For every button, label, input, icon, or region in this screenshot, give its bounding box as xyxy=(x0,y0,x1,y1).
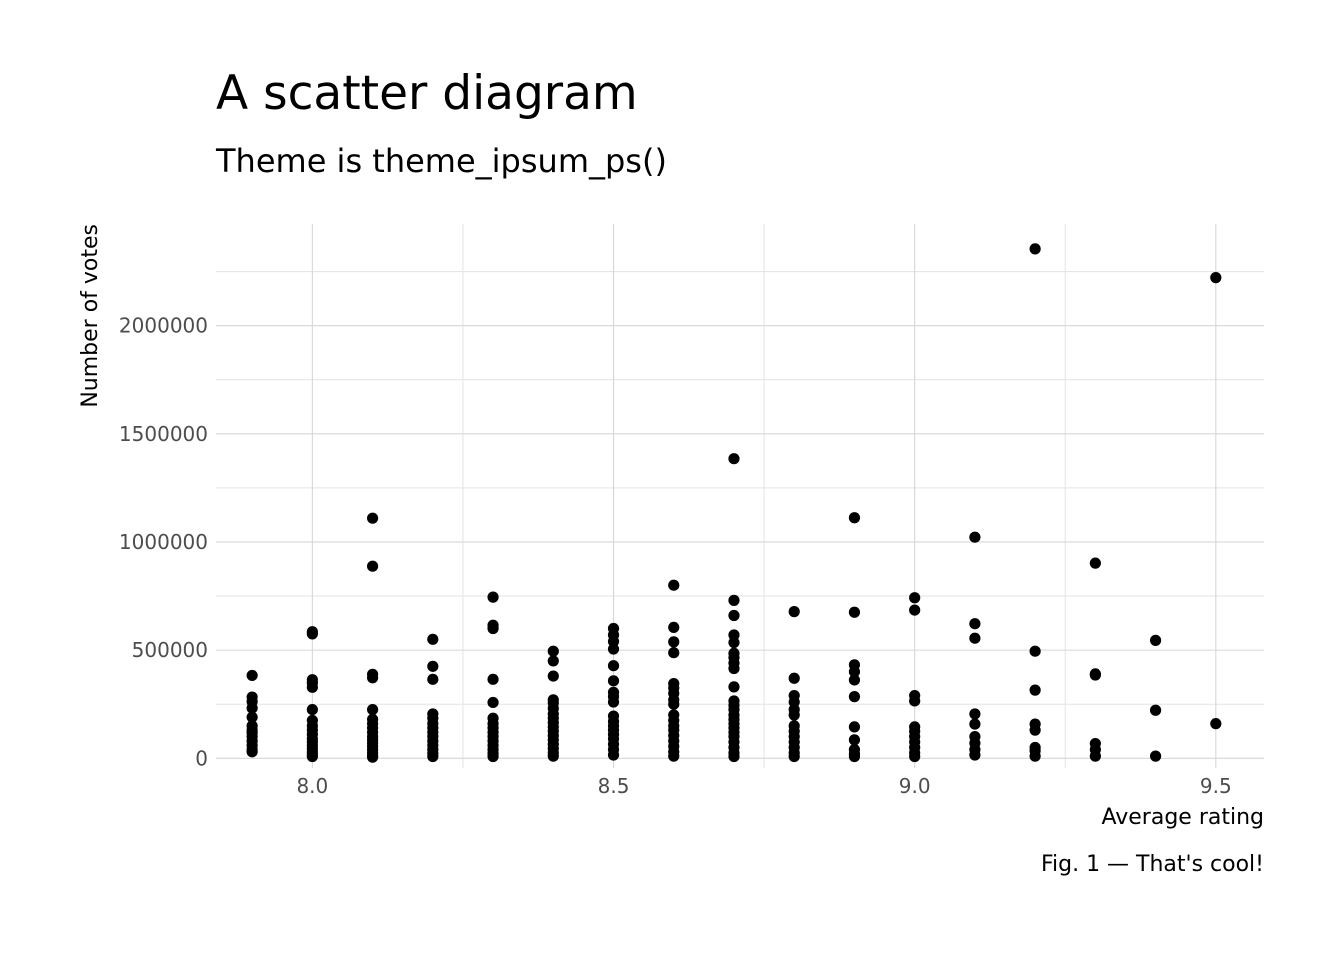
data-point xyxy=(909,604,921,616)
data-point xyxy=(366,751,379,763)
data-point xyxy=(607,660,620,672)
data-point xyxy=(1089,669,1101,681)
data-point xyxy=(246,711,258,723)
data-point xyxy=(427,673,439,685)
data-point xyxy=(728,750,740,763)
y-tick-label: 1500000 xyxy=(119,422,208,446)
x-tick-label: 9.5 xyxy=(1200,774,1232,798)
data-point xyxy=(848,750,861,763)
data-point xyxy=(668,750,680,762)
data-point xyxy=(969,718,981,730)
data-point xyxy=(306,628,318,640)
data-point xyxy=(1210,718,1222,730)
y-axis-title: Number of votes xyxy=(78,224,103,408)
chart-subtitle: Theme is theme_ipsum_ps() xyxy=(216,142,667,180)
y-tick-label: 2000000 xyxy=(119,314,208,338)
data-point xyxy=(1149,704,1162,716)
data-point xyxy=(909,592,921,604)
data-point xyxy=(366,560,379,572)
data-point xyxy=(848,666,861,678)
y-axis-tick-labels: 0 500000 1000000 1500000 2000000 xyxy=(119,314,208,771)
data-point xyxy=(1029,684,1041,696)
x-tick-label: 9.0 xyxy=(899,774,931,798)
data-point xyxy=(969,632,981,644)
data-point xyxy=(547,655,559,667)
data-point xyxy=(487,673,499,685)
data-point xyxy=(969,708,981,720)
minor-gridlines xyxy=(216,224,1264,768)
data-point xyxy=(728,681,740,693)
data-point xyxy=(848,674,861,686)
data-point xyxy=(427,660,439,672)
data-point xyxy=(728,662,740,675)
data-point xyxy=(607,749,620,761)
data-point xyxy=(607,675,620,687)
data-point xyxy=(668,621,680,634)
data-point xyxy=(487,622,499,635)
y-tick-label: 1000000 xyxy=(119,530,208,554)
data-point xyxy=(547,750,559,762)
y-tick-label: 0 xyxy=(195,746,208,770)
data-point xyxy=(1089,750,1101,762)
data-point xyxy=(487,750,499,763)
data-point xyxy=(1089,557,1101,569)
data-point xyxy=(1029,750,1041,762)
data-point xyxy=(848,606,861,618)
data-point xyxy=(366,512,379,524)
data-point xyxy=(788,606,800,618)
data-point xyxy=(848,734,861,746)
data-point xyxy=(246,702,258,714)
data-point xyxy=(668,698,680,710)
x-axis-tick-labels: 8.0 8.5 9.0 9.5 xyxy=(296,774,1231,798)
data-point xyxy=(728,594,740,606)
x-axis-title: Average rating xyxy=(1101,805,1264,830)
chart-title: A scatter diagram xyxy=(216,66,638,121)
x-tick-label: 8.5 xyxy=(598,774,630,798)
data-point xyxy=(246,746,258,758)
data-point xyxy=(728,636,740,649)
data-point xyxy=(607,643,620,655)
data-point xyxy=(909,695,921,707)
data-point xyxy=(788,672,800,684)
data-point xyxy=(1029,724,1041,736)
data-point xyxy=(788,750,800,763)
data-point xyxy=(427,633,439,645)
data-point xyxy=(848,512,861,524)
y-tick-label: 500000 xyxy=(132,638,208,662)
data-point xyxy=(969,531,981,543)
data-point xyxy=(306,750,318,763)
data-point xyxy=(788,709,800,721)
data-point xyxy=(547,645,559,657)
major-gridlines xyxy=(216,224,1264,768)
data-point xyxy=(909,750,921,763)
data-point xyxy=(848,691,861,703)
data-point xyxy=(969,618,981,630)
x-tick-label: 8.0 xyxy=(296,774,328,798)
data-point xyxy=(969,749,981,761)
data-point xyxy=(427,750,439,763)
data-point xyxy=(306,681,318,693)
data-point xyxy=(848,721,861,733)
data-point xyxy=(607,696,620,708)
data-point xyxy=(1149,634,1162,646)
data-point xyxy=(668,579,680,591)
data-point xyxy=(1210,272,1222,284)
data-point xyxy=(306,703,318,716)
data-point xyxy=(728,453,740,465)
data-point xyxy=(1029,645,1041,657)
data-point xyxy=(366,703,379,716)
data-point xyxy=(487,696,499,709)
data-point xyxy=(1149,750,1162,762)
chart-caption: Fig. 1 — That's cool! xyxy=(1040,852,1264,877)
data-point xyxy=(668,647,680,659)
data-point xyxy=(1029,243,1041,255)
data-point xyxy=(728,609,740,622)
data-point xyxy=(547,670,559,682)
data-point xyxy=(668,636,680,648)
data-point xyxy=(487,591,499,603)
data-point xyxy=(246,669,258,682)
data-point xyxy=(366,672,379,684)
data-points xyxy=(246,243,1222,763)
